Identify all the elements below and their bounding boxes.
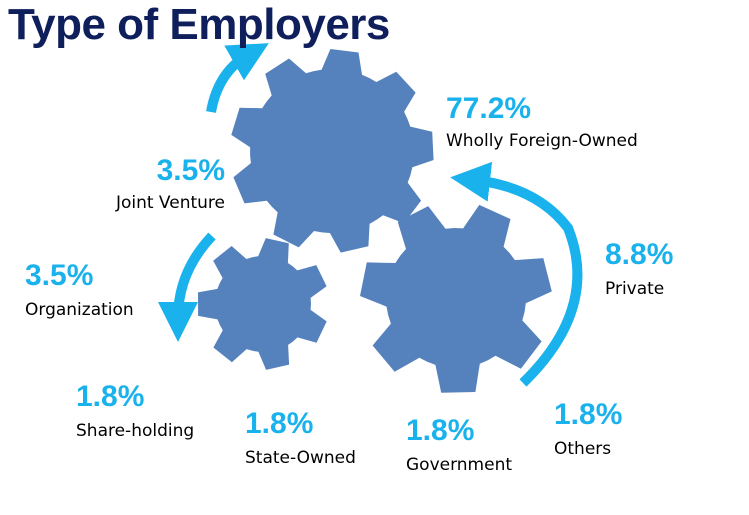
stat-others: 1.8% Others (554, 398, 622, 460)
cycle-arrow-top (206, 43, 269, 113)
stat-percent: 1.8% (554, 398, 623, 431)
gear-group (198, 49, 552, 393)
stat-label: Government (406, 455, 513, 475)
stat-label: Organization (25, 300, 134, 320)
stat-organization: 3.5% Organization (25, 259, 134, 321)
small-gear (198, 238, 327, 370)
stat-percent: 3.5% (25, 259, 94, 292)
arrow-group (158, 43, 583, 387)
stat-government: 1.8% Government (406, 414, 512, 476)
stat-label: Joint Venture (115, 193, 225, 213)
stat-private: 8.8% Private (605, 238, 673, 300)
stat-label: Others (554, 439, 612, 459)
cycle-arrow-right (450, 161, 583, 387)
stat-state-owned: 1.8% State-Owned (245, 407, 356, 469)
stat-label: Wholly Foreign-Owned (446, 131, 638, 151)
cycle-arrow-left (158, 232, 216, 342)
large-gear (231, 49, 434, 253)
stat-label: State-Owned (245, 448, 356, 468)
stat-percent: 1.8% (245, 407, 314, 440)
stat-percent: 1.8% (406, 414, 475, 447)
page-title: Type of Employers (8, 0, 390, 49)
stat-share-holding: 1.8% Share-holding (76, 380, 194, 442)
stat-percent: 77.2% (446, 92, 532, 125)
stat-percent: 3.5% (156, 154, 225, 187)
stat-wholly-foreign-owned: 77.2% Wholly Foreign-Owned (446, 92, 638, 152)
stat-joint-venture: 3.5% Joint Venture (60, 154, 225, 214)
stat-percent: 8.8% (605, 238, 674, 271)
stat-percent: 1.8% (76, 380, 145, 413)
stat-label: Private (605, 279, 665, 299)
stat-label: Share-holding (76, 421, 195, 441)
medium-gear (360, 204, 552, 393)
